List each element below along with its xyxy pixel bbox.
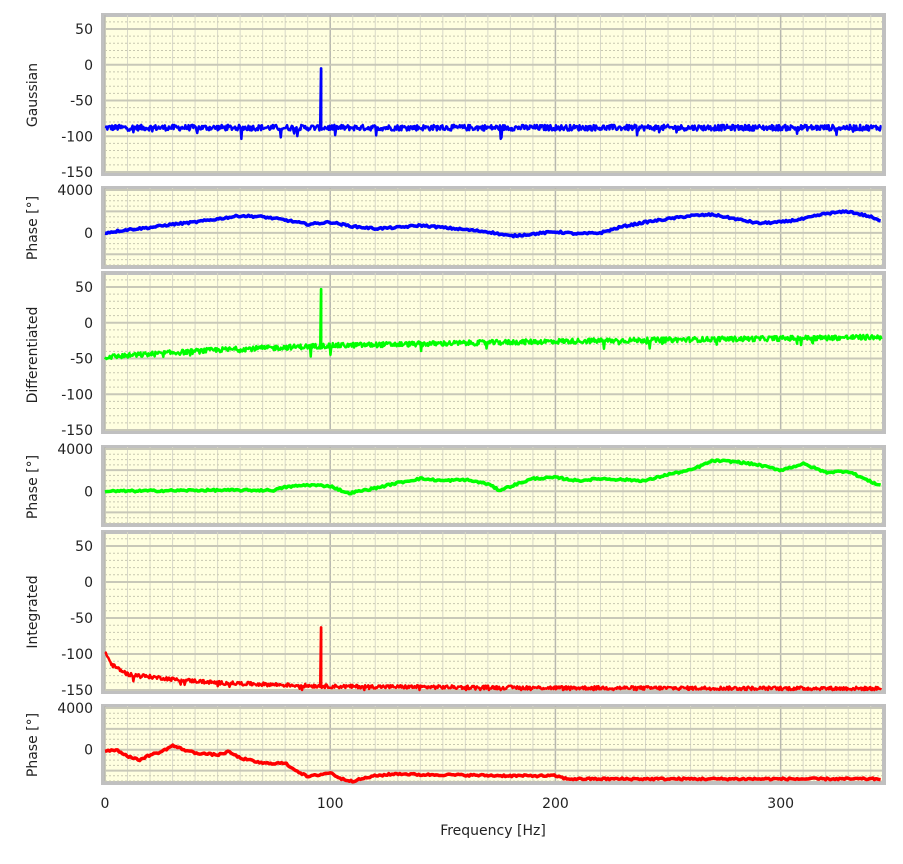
y-tick-label: 0 xyxy=(84,575,93,591)
y-tick-label: 50 xyxy=(75,280,93,296)
y-tick-label: 0 xyxy=(84,316,93,332)
phase-series-line xyxy=(104,743,881,784)
y-axis-label: Differentiated xyxy=(25,307,41,404)
y-tick-label: 0 xyxy=(84,226,93,242)
plot-area xyxy=(101,13,886,176)
phase-series-line xyxy=(104,209,881,239)
x-tick-label: 200 xyxy=(542,796,569,812)
phase-series-line xyxy=(104,458,882,496)
y-tick-label: -50 xyxy=(70,611,93,627)
y-axis-label: Phase [°] xyxy=(25,196,41,260)
y-tick-label: 0 xyxy=(84,58,93,74)
panel-5: 4000 0 Phase [°] xyxy=(25,701,886,785)
y-tick-label: -100 xyxy=(61,647,93,663)
x-tick-label: 0 xyxy=(101,796,110,812)
panel-1: 4000 0 Phase [°] xyxy=(25,183,886,269)
y-tick-label: 0 xyxy=(84,484,93,500)
y-tick-label: -150 xyxy=(61,165,93,181)
panel-0: 50 0 -50 -100 -150 Gaussian xyxy=(25,13,886,181)
y-tick-label: 4000 xyxy=(57,183,93,199)
y-axis-label: Integrated xyxy=(25,575,41,648)
y-tick-label: 50 xyxy=(75,22,93,38)
plot-area xyxy=(101,271,886,434)
y-tick-label: 4000 xyxy=(57,701,93,717)
panel-3: 4000 0 Phase [°] xyxy=(25,442,886,527)
magnitude-series-line xyxy=(103,287,883,361)
panel-4: 50 0 -50 -100 -150 Integrated xyxy=(25,530,886,699)
y-tick-label: 0 xyxy=(84,743,93,759)
y-tick-label: -100 xyxy=(61,387,93,403)
panel-2: 50 0 -50 -100 -150 Differentiated xyxy=(25,271,886,439)
magnitude-series-line xyxy=(104,626,883,692)
y-tick-label: 50 xyxy=(75,539,93,555)
y-tick-label: 4000 xyxy=(57,442,93,458)
y-axis-label: Phase [°] xyxy=(25,455,41,519)
y-axis-label: Phase [°] xyxy=(25,713,41,777)
plot-area xyxy=(101,530,886,694)
y-tick-label: -50 xyxy=(70,94,93,110)
x-tick-label: 300 xyxy=(767,796,794,812)
x-axis-label: Frequency [Hz] xyxy=(440,823,546,839)
y-tick-label: -150 xyxy=(61,423,93,439)
y-axis-label: Gaussian xyxy=(25,63,41,127)
x-tick-label: 100 xyxy=(317,796,344,812)
y-tick-label: -150 xyxy=(61,683,93,699)
y-tick-label: -100 xyxy=(61,129,93,145)
y-tick-label: -50 xyxy=(70,352,93,368)
magnitude-series-line xyxy=(104,67,882,141)
